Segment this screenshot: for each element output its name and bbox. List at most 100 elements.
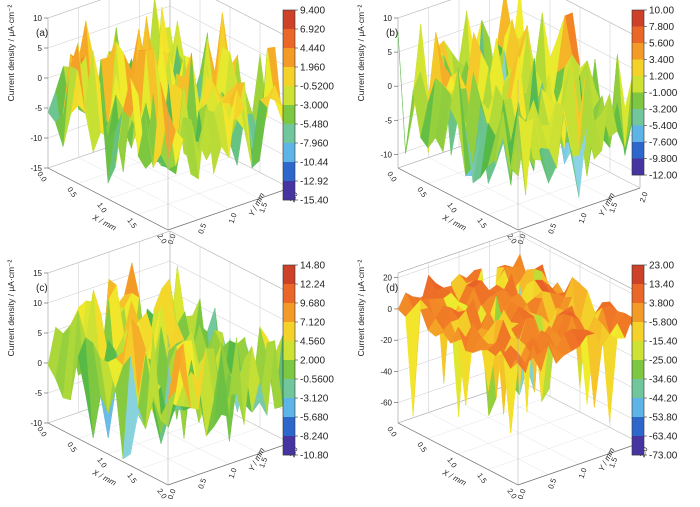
colorbar-segment xyxy=(632,125,644,143)
y-tick-label: 1.0 xyxy=(227,467,239,480)
z-tick-label: 10 xyxy=(33,14,42,23)
colorbar-segment xyxy=(283,105,295,125)
x-tick-label: 0.0 xyxy=(385,170,398,184)
colorbar: 14.80 12.24 9.680 7.120 4.560 2.000 -0.5600 -3.… xyxy=(282,261,334,462)
y-tick-label: 0.0 xyxy=(166,488,178,501)
colorbar-label: -3.200 xyxy=(649,105,678,116)
surface-panel: -10-50510150.00.51.01.52.00.00.51.01.52.… xyxy=(6,230,300,501)
surface-facet xyxy=(397,31,414,154)
colorbar-label: -12.00 xyxy=(649,171,678,182)
colorbar-segment xyxy=(632,142,644,159)
colorbar-segment xyxy=(632,76,644,93)
z-tick-label: -15 xyxy=(30,164,42,173)
y-tick-label: 1.0 xyxy=(577,467,589,480)
y-tick-label: 1.5 xyxy=(257,456,269,469)
z-tick-label: 0 xyxy=(388,82,393,91)
x-axis-line xyxy=(47,422,169,486)
colorbar-segment xyxy=(283,162,295,182)
z-tick-label: -10 xyxy=(30,134,42,143)
colorbar-segment xyxy=(283,436,295,456)
colorbar-label: -5.680 xyxy=(300,413,329,424)
surface-panel: -10-505100.00.51.01.52.00.00.51.01.52.0X… xyxy=(356,0,650,246)
y-axis-line xyxy=(517,442,641,486)
colorbar-segment xyxy=(283,341,295,361)
colorbar-label: 9.680 xyxy=(300,299,325,310)
y-tick-label: 1.5 xyxy=(607,456,619,469)
z-tick-label: 20 xyxy=(383,274,392,283)
floor-gridline xyxy=(108,146,230,210)
colorbar-segment xyxy=(283,143,295,163)
panel-label: (b) xyxy=(386,28,398,39)
colorbar-label: 3.400 xyxy=(649,55,674,66)
colorbar: 10.00 7.800 5.600 3.400 1.200 -1.000 -3.200 -5.… xyxy=(631,6,678,182)
x-axis-title: X / mm xyxy=(440,212,468,232)
colorbar-label: -5.400 xyxy=(649,121,678,132)
colorbar-segment xyxy=(283,322,295,342)
colorbar-segment xyxy=(632,265,644,285)
floor-gridline xyxy=(487,427,611,470)
y-tick-label: 0.5 xyxy=(546,222,558,235)
colorbar-label: 5.600 xyxy=(649,39,674,50)
colorbar-label: -12.92 xyxy=(300,177,329,188)
floor-gridline xyxy=(487,172,611,215)
x-tick-label: 1.0 xyxy=(445,456,458,470)
colorbar-segment xyxy=(632,322,644,342)
surface-panel: -60-40-200200.00.51.01.52.00.00.51.01.52… xyxy=(356,230,650,501)
panel-label: (a) xyxy=(36,28,48,39)
colorbar-label: -7.600 xyxy=(649,138,678,149)
x-tick-label: 1.0 xyxy=(95,201,108,215)
colorbar-segment xyxy=(283,417,295,437)
colorbar-segment xyxy=(283,10,295,30)
colorbar-label: -1.000 xyxy=(649,88,678,99)
colorbar-label: -0.5600 xyxy=(300,375,334,386)
colorbar-segment xyxy=(632,417,644,437)
x-tick-label: 1.0 xyxy=(95,456,108,470)
colorbar-label: -73.00 xyxy=(649,451,678,462)
colorbar-label: -34.60 xyxy=(649,375,678,386)
z-tick-label: 0 xyxy=(388,305,393,314)
colorbar-segment xyxy=(283,284,295,304)
x-tick-label: 1.5 xyxy=(125,471,138,485)
colorbar-segment xyxy=(283,265,295,285)
z-tick-label: -10 xyxy=(30,419,42,428)
z-tick-label: 0 xyxy=(38,74,43,83)
y-axis-line xyxy=(167,187,291,231)
colorbar-segment xyxy=(632,360,644,380)
y-tick-label: 0.5 xyxy=(546,477,558,490)
z-tick-label: -40 xyxy=(380,367,392,376)
x-axis-line xyxy=(47,167,169,231)
surface-panel: -15-10-505100.00.51.01.52.00.00.51.01.52… xyxy=(6,0,300,246)
colorbar-label: 7.800 xyxy=(649,22,674,33)
colorbar-segment xyxy=(632,109,644,126)
colorbar-segment xyxy=(632,43,644,60)
z-tick-label: 10 xyxy=(33,299,42,308)
y-tick-label: 0.5 xyxy=(196,477,208,490)
y-axis-line xyxy=(517,187,641,231)
colorbar-label: -7.960 xyxy=(300,139,329,150)
surface-mesh xyxy=(397,253,641,434)
x-axis-title: X / mm xyxy=(90,212,118,232)
colorbar-label: -15.40 xyxy=(300,196,329,207)
z-tick-label: 10 xyxy=(383,14,392,23)
colorbar-label: 10.00 xyxy=(649,6,674,17)
y-tick-label: 1.0 xyxy=(227,212,239,225)
colorbar-label: -5.800 xyxy=(649,318,678,329)
surface-facet xyxy=(123,262,140,299)
colorbar-segment xyxy=(632,341,644,361)
y-tick-label: 0.0 xyxy=(166,233,178,246)
colorbar-segment xyxy=(632,379,644,399)
colorbar-segment xyxy=(283,29,295,49)
colorbar-label: -5.480 xyxy=(300,120,329,131)
z-gridline xyxy=(397,0,641,39)
colorbar-label: -9.800 xyxy=(649,154,678,165)
floor-gridline xyxy=(458,401,580,465)
colorbar-label: 1.960 xyxy=(300,63,325,74)
colorbar-label: -44.20 xyxy=(649,394,678,405)
colorbar-segment xyxy=(283,181,295,201)
z-tick-label: 5 xyxy=(388,48,393,57)
y-tick-label: 1.5 xyxy=(257,201,269,214)
colorbar-label: -25.00 xyxy=(649,356,678,367)
x-tick-label: 0.5 xyxy=(65,440,78,454)
panel-label: (c) xyxy=(36,283,48,294)
